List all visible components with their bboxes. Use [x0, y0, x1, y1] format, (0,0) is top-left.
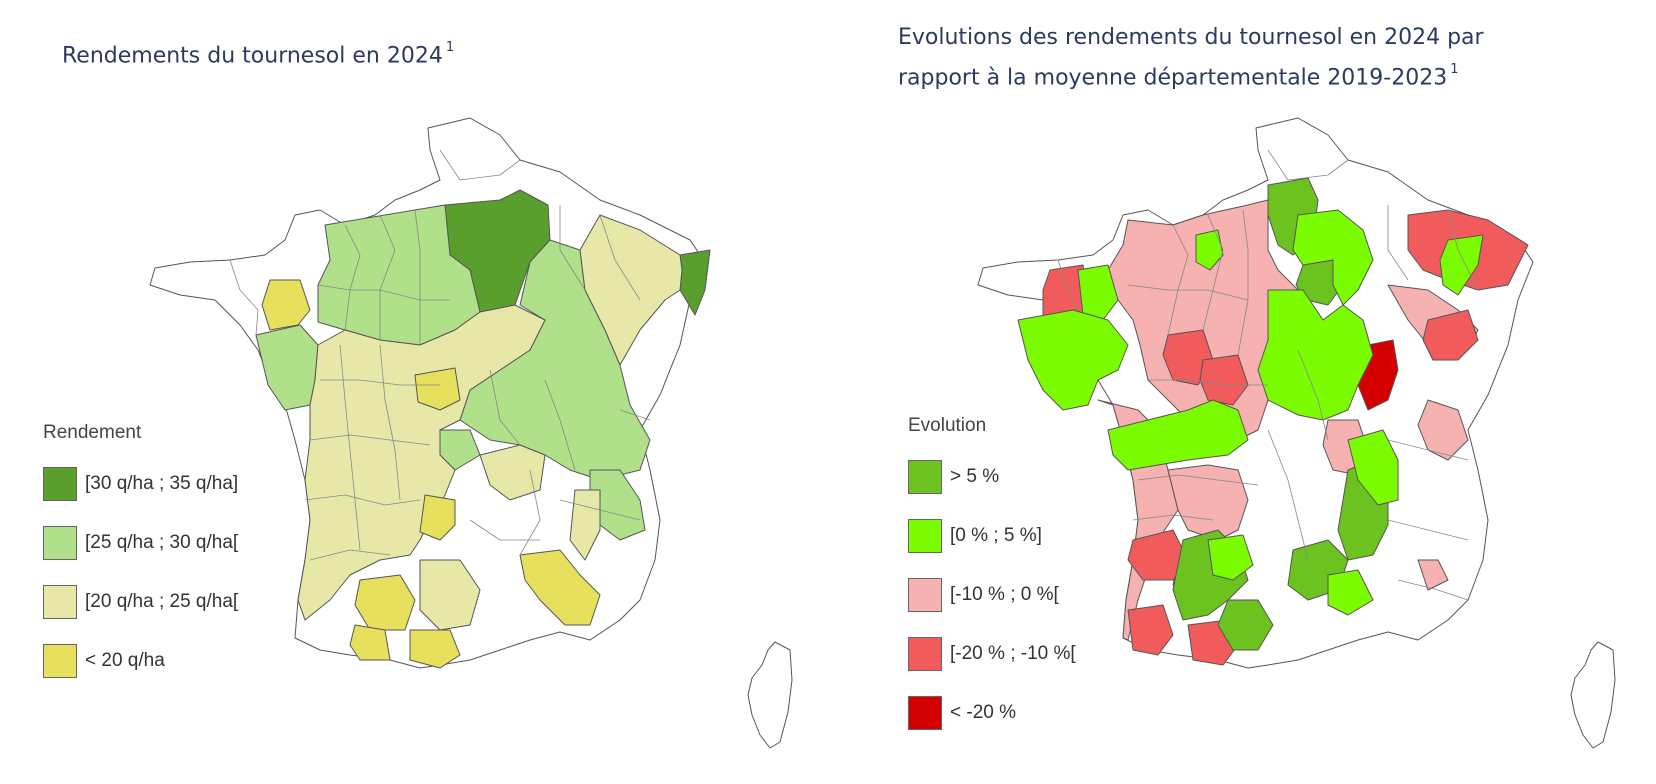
legend-label: < 20 q/ha — [85, 650, 165, 671]
legend-swatch — [43, 467, 77, 501]
france-evolution-map — [977, 117, 1616, 749]
title-footnote-marker: 1 — [1450, 62, 1459, 77]
legend-item: > 5 % — [908, 459, 1076, 495]
legend-label: [20 q/ha ; 25 q/ha[ — [85, 591, 239, 612]
legend-label: [0 % ; 5 %] — [950, 525, 1042, 546]
legend-swatch — [908, 519, 942, 553]
legend-item: [0 % ; 5 %] — [908, 518, 1076, 554]
corsica-outline — [747, 641, 793, 749]
legend-swatch — [43, 526, 77, 560]
legend-label: [30 q/ha ; 35 q/ha] — [85, 473, 239, 494]
legend-item: < -20 % — [908, 695, 1076, 731]
legend-swatch — [43, 585, 77, 619]
legend-title: Evolution — [908, 415, 987, 436]
legend-item: [-10 % ; 0 %[ — [908, 577, 1076, 613]
left-map-panel: Rendements du tournesol en 2024 1 — [43, 40, 793, 749]
legend-title: Rendement — [43, 422, 142, 443]
legend-swatch — [908, 696, 942, 730]
legend-item: [-20 % ; -10 %[ — [908, 636, 1076, 672]
legend-item: < 20 q/ha — [43, 643, 238, 679]
legend-item: [25 q/ha ; 30 q/ha[ — [43, 525, 238, 561]
legend-label: [-20 % ; -10 %[ — [950, 643, 1076, 664]
legend-label: < -20 % — [950, 702, 1017, 723]
class-minus20-minus10-regions — [1042, 209, 1529, 666]
right-map-title: Evolutions des rendements du tournesol e… — [898, 25, 1484, 91]
left-map-legend: Rendement [30 q/ha ; 35 q/ha] [25 q/ha ;… — [43, 420, 238, 702]
legend-label: [-10 % ; 0 %[ — [950, 584, 1059, 605]
class-25-30-regions — [255, 204, 651, 541]
class-0-5-regions — [1017, 209, 1484, 616]
right-map-panel: Evolutions des rendements du tournesol e… — [828, 0, 1656, 784]
corsica-outline — [1570, 641, 1616, 749]
department-borders — [1057, 149, 1479, 601]
department-borders — [229, 149, 651, 561]
legend-label: [25 q/ha ; 30 q/ha[ — [85, 532, 239, 553]
title-footnote-marker: 1 — [445, 40, 455, 55]
legend-swatch — [908, 578, 942, 612]
france-yield-map — [149, 117, 793, 749]
right-map-legend: Evolution > 5 % [0 % ; 5 %] [-10 % ; 0 %… — [908, 413, 1076, 754]
class-20-25-regions — [297, 214, 683, 631]
legend-item: [20 q/ha ; 25 q/ha[ — [43, 584, 238, 620]
legend-item: [30 q/ha ; 35 q/ha] — [43, 466, 238, 502]
legend-swatch — [908, 460, 942, 494]
left-map-title: Rendements du tournesol en 2024 1 — [62, 40, 455, 69]
legend-swatch — [43, 644, 77, 678]
legend-swatch — [908, 637, 942, 671]
class-below-20-regions — [261, 279, 601, 669]
legend-label: > 5 % — [950, 466, 1000, 487]
